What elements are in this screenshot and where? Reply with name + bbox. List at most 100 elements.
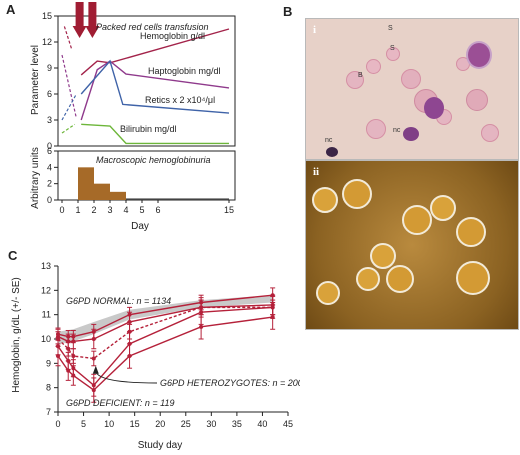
heterozygote-arrow — [92, 365, 158, 384]
a-bottom-ytick-label: 2 — [47, 179, 52, 189]
c-xtick-label: 10 — [104, 419, 114, 429]
c-series — [55, 287, 276, 403]
annotation-normal: G6PD NORMAL: n = 1134 — [66, 296, 171, 306]
nucleated-cell — [326, 147, 338, 157]
a-series-line — [80, 59, 230, 114]
a-top-ytick-label: 9 — [47, 63, 52, 73]
micrograph-ii: ii — [305, 160, 519, 330]
c-data-point — [270, 315, 275, 320]
red-cell — [401, 69, 421, 89]
c-xtick-label: 40 — [257, 419, 267, 429]
micrograph-i: i S S B nc nc — [305, 18, 519, 160]
c-xtick-label: 35 — [232, 419, 242, 429]
c-xtick-label: 45 — [283, 419, 293, 429]
c-data-point — [56, 354, 60, 359]
a-top-axes: 0 3 6 9 12 15 — [42, 11, 236, 151]
a-top-ytick-label: 3 — [47, 115, 52, 125]
marker-s1: S — [388, 25, 393, 32]
hemoglobinuria-bar — [110, 191, 126, 200]
transfusion-arrow-head — [72, 26, 87, 38]
c-xtick-label: 5 — [81, 419, 86, 429]
c-data-point — [127, 354, 132, 359]
panel-label-a: A — [6, 2, 16, 17]
a-series-pre-line — [61, 54, 77, 119]
red-cell — [366, 59, 381, 74]
a-xtick-label: 6 — [155, 205, 160, 215]
transfusion-arrows — [72, 2, 100, 38]
a-bottom-ytick-label: 6 — [47, 146, 52, 156]
a-top-ytick-label: 6 — [47, 89, 52, 99]
a-xtick-label: 0 — [59, 205, 64, 215]
panel-label-b: B — [283, 4, 293, 19]
c-data-point — [199, 310, 204, 315]
panel-label-c: C — [8, 248, 18, 263]
c-data-point — [71, 339, 76, 344]
leukocyte — [466, 41, 492, 69]
c-data-point — [71, 354, 76, 359]
annotation-heterozygotes: G6PD HETEROZYGOTES: n = 200 — [160, 378, 300, 388]
heinz-body-cell — [456, 217, 486, 247]
a-top-ytick-label: 12 — [42, 37, 52, 47]
c-ytick-label: 12 — [41, 285, 51, 295]
c-ytick-label: 8 — [46, 383, 51, 393]
c-data-point — [127, 319, 132, 324]
c-xtick-label: 0 — [55, 419, 60, 429]
a-xtick-label: 1 — [75, 205, 80, 215]
c-xtick-label: 15 — [130, 419, 140, 429]
a-top-series: Hemoglobin g/dl Haptoglobin mg/dl Retics x… — [61, 26, 230, 145]
a-top-ytick-label: 0 — [47, 141, 52, 151]
het-arrow-head — [92, 365, 99, 374]
a-top-ytick-label: 15 — [42, 11, 52, 21]
c-data-point — [91, 356, 96, 361]
hemoglobinuria-annotation: Macroscopic hemoglobinuria — [96, 155, 211, 165]
heinz-body-cell — [430, 195, 456, 221]
heinz-body-cell — [356, 267, 380, 291]
c-xtick-label: 25 — [181, 419, 191, 429]
c-data-point — [91, 388, 96, 393]
heinz-body-cell — [386, 265, 414, 293]
c-data-point — [71, 373, 76, 378]
heinz-body-cell — [312, 187, 338, 213]
c-xtick-label: 20 — [155, 419, 165, 429]
red-cell — [366, 119, 386, 139]
heinz-body-cell — [316, 281, 340, 305]
red-cell — [481, 124, 499, 142]
c-xlabel: Study day — [138, 440, 182, 451]
a-bottom-frame — [57, 150, 236, 201]
a-series-pre-line — [63, 26, 73, 50]
a-series-pre-line — [61, 123, 76, 134]
a-xtick-label: 3 — [107, 205, 112, 215]
hemoglobinuria-bar — [94, 183, 110, 200]
a-xtick-label: 5 — [139, 205, 144, 215]
a-bottom-axes: 0 2 4 6 0 1 2 3 4 5 6 15 — [47, 146, 236, 215]
c-xtick-label: 30 — [206, 419, 216, 429]
a-xtick-label: 2 — [91, 205, 96, 215]
hemoglobinuria-bars — [78, 167, 229, 200]
c-ytick-label: 11 — [42, 310, 51, 320]
a-xtick-label: 15 — [224, 205, 234, 215]
transfusion-annotation: Packed red cells transfusion — [96, 22, 209, 32]
a-series-label: Haptoglobin mg/dl — [148, 66, 221, 76]
leukocyte — [403, 127, 419, 141]
a-bottom-ylabel: Arbitrary units — [30, 147, 41, 209]
red-cell — [346, 71, 364, 89]
heinz-body-cell — [342, 179, 372, 209]
c-ytick-label: 9 — [46, 358, 51, 368]
transfusion-arrow-shaft — [75, 2, 84, 26]
het-arrow-line — [95, 371, 158, 384]
heinz-body-cell — [456, 261, 490, 295]
annotation-deficient: G6PD DEFICIENT: n = 119 — [66, 398, 174, 408]
c-data-point — [66, 346, 71, 351]
a-series-label: Hemoglobin g/dl — [140, 31, 205, 41]
marker-nc1: nc — [325, 137, 333, 144]
c-ylabel: Hemoglobin, g/dL (+/- SE) — [11, 277, 22, 393]
a-bottom-ytick-label: 4 — [47, 162, 52, 172]
hemoglobinuria-bar — [78, 167, 94, 200]
a-top-ylabel: Parameter level — [30, 45, 41, 115]
transfusion-arrow-head — [85, 26, 100, 38]
a-series-line — [81, 123, 229, 145]
heinz-body-cell — [370, 243, 396, 269]
c-data-point — [66, 368, 71, 373]
red-cell — [386, 47, 400, 61]
leukocyte — [424, 97, 444, 119]
